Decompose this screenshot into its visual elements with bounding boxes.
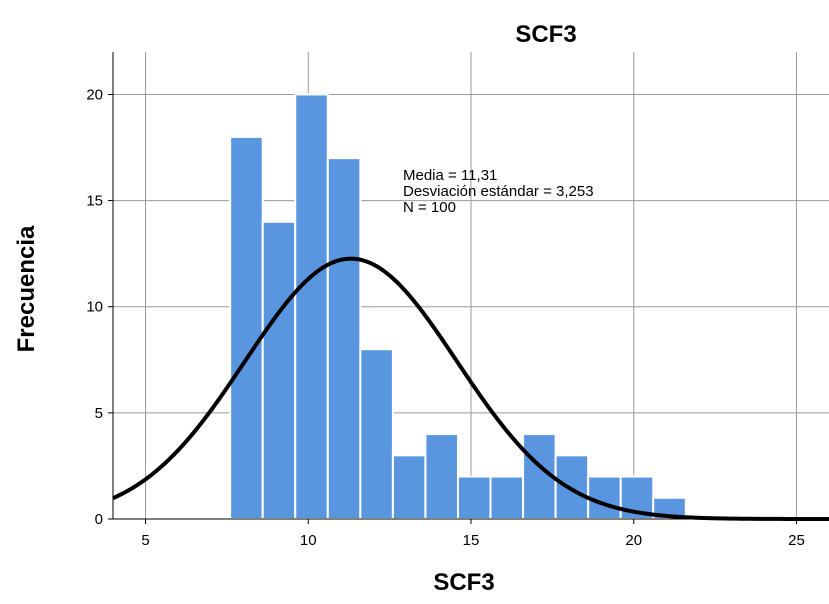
stats-line: N = 100 — [403, 199, 456, 216]
histogram-bar — [294, 93, 329, 520]
chart-title: SCF3 — [515, 21, 576, 48]
y-tick-label: 5 — [95, 405, 103, 422]
x-tick-label: 15 — [463, 532, 480, 549]
y-tick-label: 0 — [95, 511, 103, 528]
histogram-bar — [424, 433, 459, 520]
histogram-bar — [229, 135, 264, 520]
y-axis-label: Frecuencia — [13, 225, 40, 352]
histogram-bar — [359, 348, 394, 520]
tick-labels: 5 10 15 20 25 0 5 10 15 20 — [86, 86, 804, 549]
x-tick-label: 10 — [300, 532, 317, 549]
x-tick-label: 25 — [788, 532, 805, 549]
y-tick-label: 20 — [86, 86, 103, 103]
y-tick-label: 10 — [86, 299, 103, 316]
y-tick-label: 15 — [86, 193, 103, 210]
histogram-bar — [391, 454, 427, 520]
stats-line: Desviación estándar = 3,253 — [403, 183, 594, 200]
stats-line: Media = 11,31 — [403, 167, 497, 184]
axes — [108, 52, 829, 524]
x-axis-label: SCF3 — [433, 569, 494, 596]
normal-curve — [112, 256, 829, 521]
histogram-bar — [261, 220, 297, 520]
histogram-bar — [456, 475, 492, 520]
histogram-bar — [554, 454, 590, 520]
histogram-bar — [587, 475, 622, 520]
histogram-bar — [489, 475, 525, 520]
normal-curve-layer — [112, 256, 829, 521]
gridlines — [113, 52, 829, 520]
x-tick-label: 20 — [625, 532, 642, 549]
x-tick-label: 5 — [141, 532, 149, 549]
histogram-bar — [326, 157, 362, 521]
